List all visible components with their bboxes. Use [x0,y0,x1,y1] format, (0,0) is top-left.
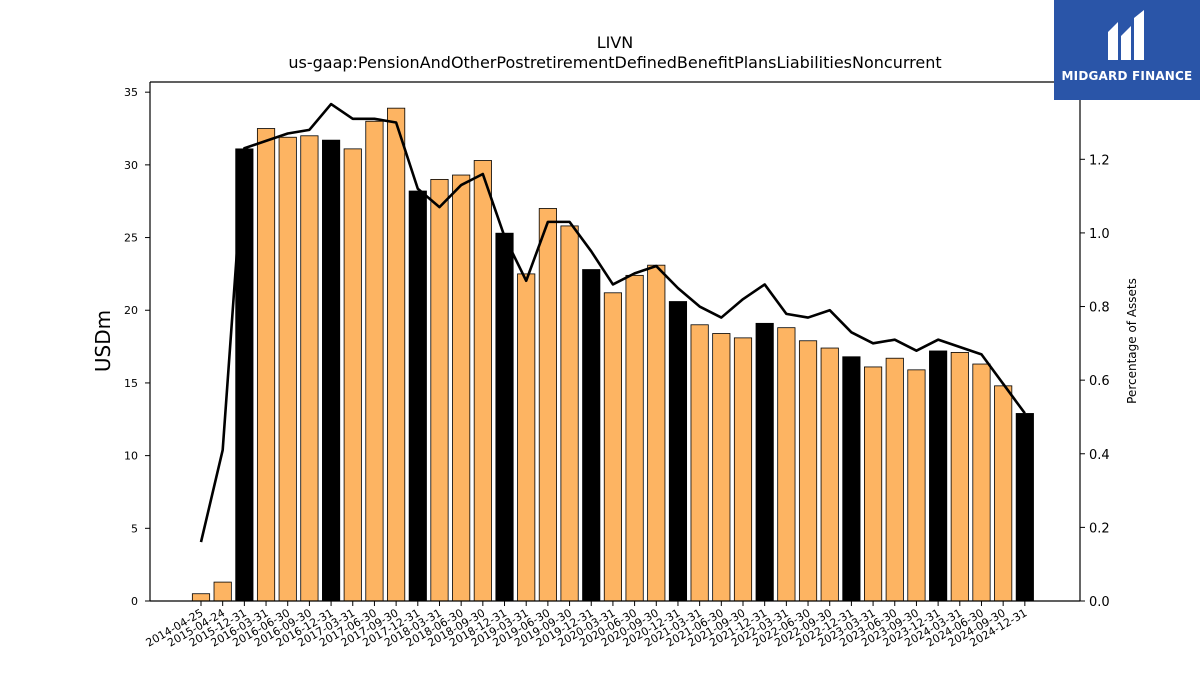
bar [972,363,991,602]
y-tick-label: 10 [124,450,138,463]
bar [365,120,384,602]
midgard-logo-icon [1108,10,1144,60]
bar [647,264,666,602]
bar [256,128,276,602]
bar [690,324,709,602]
bar [712,333,731,602]
chart-subtitle: us-gaap:PensionAndOtherPostretirementDef… [288,53,941,72]
bar [495,232,514,602]
y2-tick-label: 1.0 [1089,227,1110,242]
brand-logo: MIDGARD FINANCE [1054,0,1200,100]
bar [777,327,796,602]
bar [820,347,839,602]
bar [1015,413,1034,602]
bar [842,356,861,602]
bar [929,350,948,602]
y2-tick-label: 0.8 [1089,301,1110,316]
bar [408,190,427,602]
y-tick-label: 15 [124,377,138,390]
bar [300,135,319,602]
bar [517,273,536,602]
y2-tick-label: 1.2 [1089,153,1110,168]
bar [733,337,753,602]
y-axis-label: USDm [91,310,115,372]
bar [560,225,579,602]
bar [538,208,557,602]
y-tick-label: 5 [131,522,138,535]
bar [864,366,883,602]
bar [755,322,774,602]
y-tick-label: 20 [124,304,138,317]
bar [950,351,969,602]
bar [430,178,449,602]
bar [191,593,211,602]
y2-tick-label: 0.4 [1089,448,1110,463]
bar [452,174,471,602]
bar [798,340,818,602]
y2-axis-label: Percentage of Assets [1125,278,1139,404]
bar [322,139,341,602]
y2-tick-label: 0.2 [1089,521,1110,536]
bar [668,301,688,602]
bar [473,160,492,602]
y2-tick-label: 0.6 [1089,374,1110,389]
bar [603,292,622,602]
pct-assets-line [199,102,1026,543]
y-tick-label: 0 [131,595,138,608]
bar [907,369,926,602]
bar [387,107,406,602]
bar [625,274,644,602]
bar [278,136,297,602]
bar [343,148,362,602]
y-tick-label: 25 [124,232,138,245]
y2-tick-label: 0.0 [1089,595,1110,610]
brand-name: MIDGARD FINANCE [1061,69,1193,83]
bar [582,269,601,602]
y-tick-label: 30 [124,159,138,172]
bar [994,385,1013,602]
y-tick-label: 35 [124,86,138,99]
bar [885,357,904,602]
chart-title: LIVN [597,33,634,52]
bar [213,581,232,602]
